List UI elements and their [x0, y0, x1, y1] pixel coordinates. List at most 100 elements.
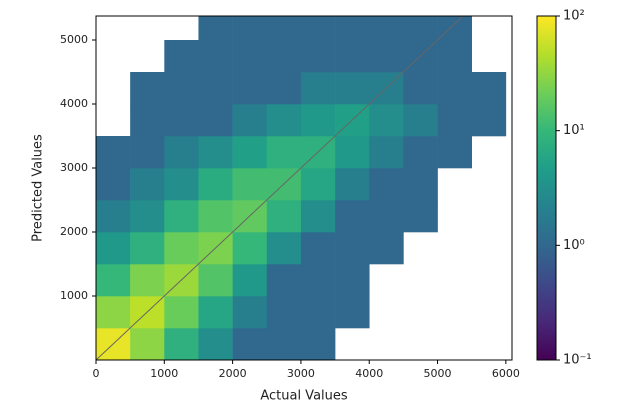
- colorbar-tick-label: 10⁻¹: [563, 353, 592, 368]
- colorbar-tick-label: 10⁰: [563, 238, 585, 253]
- hist-cell: [369, 200, 404, 233]
- hist-cell: [130, 168, 165, 201]
- hist-cell: [403, 72, 438, 105]
- hist-cell: [369, 232, 404, 265]
- x-tick-label: 5000: [424, 367, 452, 380]
- y-axis-label: Predicted Values: [31, 134, 46, 242]
- hist-cell: [403, 104, 438, 137]
- hist-cell: [96, 232, 131, 265]
- hist-cell: [403, 136, 438, 169]
- hist-cell: [266, 104, 302, 137]
- hist-cell: [266, 264, 302, 297]
- colorbar-tick-label: 10²: [563, 9, 585, 24]
- plot-frame: [95, 15, 513, 361]
- y-tick-label: 2000: [60, 225, 88, 238]
- hist-cell: [266, 232, 302, 265]
- hist-cell: [96, 168, 131, 201]
- hist-cell: [130, 72, 165, 105]
- hist-cell: [266, 16, 302, 41]
- hist-cell: [96, 200, 131, 233]
- colorbar: [536, 15, 557, 361]
- hist-cell: [300, 232, 336, 265]
- hist-cell: [369, 168, 404, 201]
- hist-cell: [198, 72, 233, 105]
- hist-cell: [300, 264, 336, 297]
- x-tick-label: 6000: [492, 367, 520, 380]
- hist-cell: [300, 296, 336, 329]
- hist-cell: [232, 136, 268, 169]
- colorbar-tick-label: 10¹: [563, 123, 585, 138]
- hist-cell: [232, 264, 268, 297]
- hist-cell: [198, 264, 233, 297]
- hist-cell: [164, 296, 199, 329]
- x-tick-label: 4000: [355, 367, 383, 380]
- hist-cell: [437, 40, 472, 73]
- y-tick-label: 5000: [60, 33, 88, 46]
- hist-cell: [164, 328, 199, 360]
- hist-cell: [437, 136, 472, 169]
- hist-cell: [403, 200, 438, 233]
- hist-cell: [164, 200, 199, 233]
- hist-cell: [335, 40, 370, 73]
- hist-cell: [198, 200, 233, 233]
- hist-cell: [437, 72, 472, 105]
- hist-cell: [471, 104, 507, 137]
- reference-line: [95, 15, 464, 361]
- hist-cell: [164, 232, 199, 265]
- hist-cell: [232, 104, 268, 137]
- hist-cell: [232, 328, 268, 360]
- hist-cell: [96, 136, 131, 169]
- hist-cell: [266, 72, 302, 105]
- hist-cell: [164, 136, 199, 169]
- hist-cell: [96, 264, 131, 297]
- hist-cell: [232, 40, 268, 73]
- hist-cell: [232, 16, 268, 41]
- hist-cell: [335, 16, 370, 41]
- hist-cell: [232, 296, 268, 329]
- hist-cell: [300, 104, 336, 137]
- hist-cell: [96, 296, 131, 329]
- hist-cell: [130, 200, 165, 233]
- hist-cell: [164, 72, 199, 105]
- histogram-cells: [96, 16, 507, 360]
- hist-cell: [198, 104, 233, 137]
- hist-cell: [266, 136, 302, 169]
- hist-cell: [335, 296, 370, 329]
- hist-cell: [130, 104, 165, 137]
- hist-cell: [335, 232, 370, 265]
- hist-cell: [300, 40, 336, 73]
- hist-cell: [198, 328, 233, 360]
- hist-cell: [266, 328, 302, 360]
- hist-cell: [300, 328, 336, 360]
- hist-cell: [266, 296, 302, 329]
- x-axis-label: Actual Values: [260, 389, 348, 404]
- y-tick-label: 1000: [60, 289, 88, 302]
- hist-cell: [130, 232, 165, 265]
- hist-cell: [335, 264, 370, 297]
- x-tick-label: 3000: [287, 367, 315, 380]
- hist-cell: [335, 136, 370, 169]
- hist-cell: [369, 104, 404, 137]
- hist-cell: [300, 200, 336, 233]
- hist-cell: [300, 72, 336, 105]
- hist-cell: [369, 40, 404, 73]
- hist-cell: [164, 40, 199, 73]
- hist-cell: [232, 232, 268, 265]
- hist-cell: [198, 168, 233, 201]
- hist-cell: [335, 72, 370, 105]
- x-tick-label: 1000: [150, 367, 178, 380]
- hist-cell: [335, 200, 370, 233]
- hist-cell: [232, 168, 268, 201]
- hist-cell: [130, 328, 165, 360]
- hist-cell: [130, 136, 165, 169]
- hist-cell: [266, 40, 302, 73]
- hist-cell: [266, 200, 302, 233]
- x-tick-label: 0: [93, 367, 100, 380]
- hist-cell: [198, 296, 233, 329]
- hist-cell: [403, 16, 438, 41]
- hist-cell: [164, 168, 199, 201]
- hist-cell: [130, 264, 165, 297]
- hist-cell: [198, 40, 233, 73]
- hist-cell: [232, 72, 268, 105]
